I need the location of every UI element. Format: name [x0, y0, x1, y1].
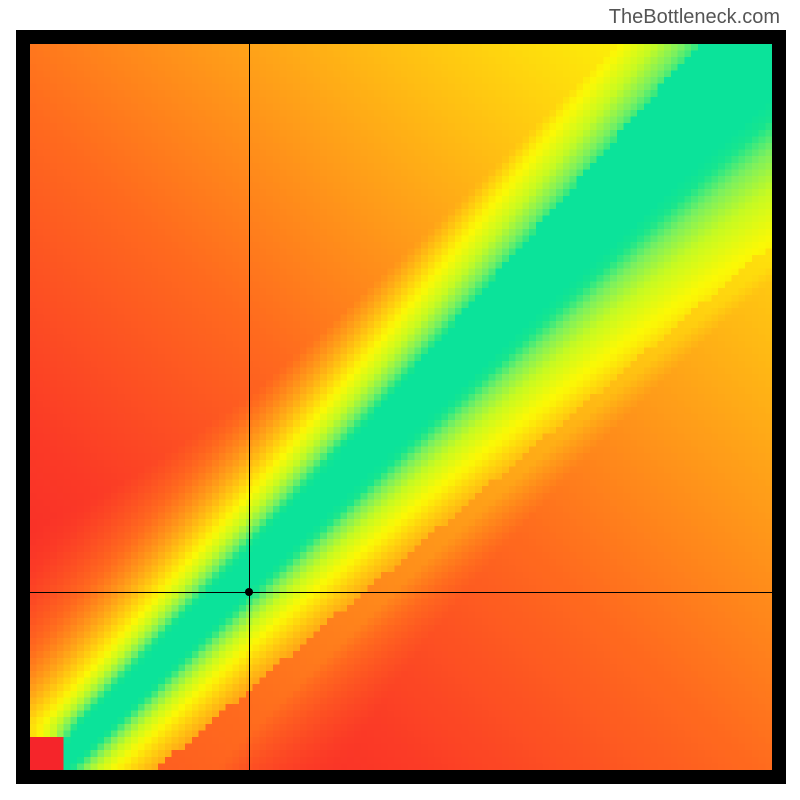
heatmap-canvas — [30, 44, 772, 770]
plot-area — [30, 44, 772, 770]
watermark-text: TheBottleneck.com — [609, 6, 780, 29]
marker-dot — [245, 588, 253, 596]
chart-container: TheBottleneck.com — [0, 0, 800, 800]
plot-frame — [16, 30, 786, 784]
crosshair-vertical — [249, 44, 250, 770]
crosshair-horizontal — [30, 592, 772, 593]
